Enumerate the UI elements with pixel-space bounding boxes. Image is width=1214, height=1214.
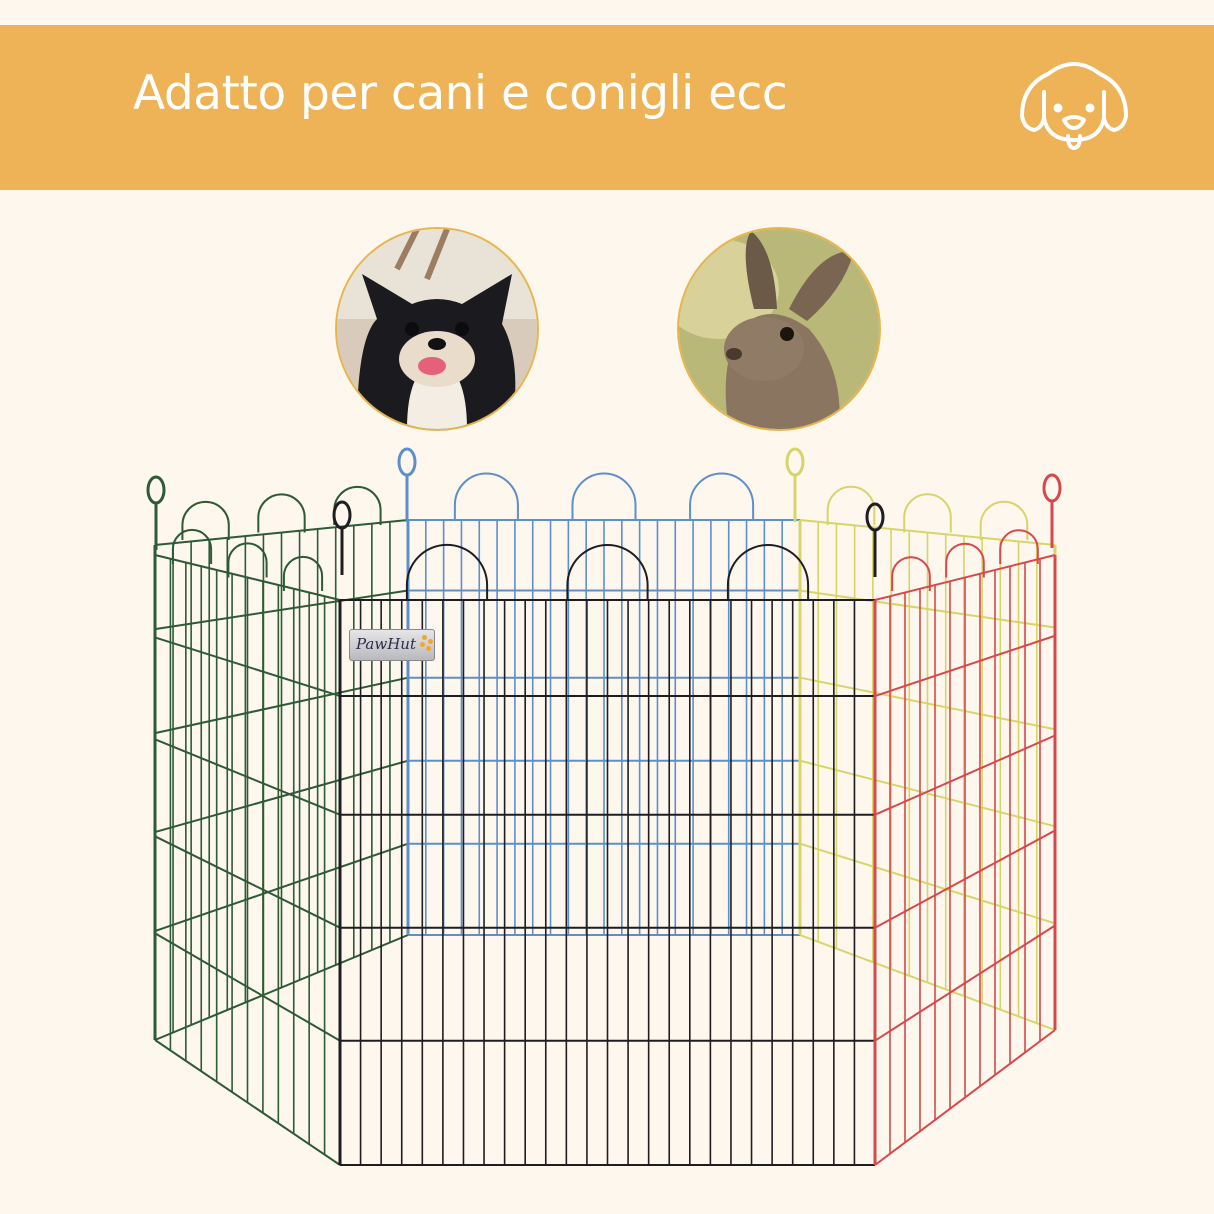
pen-post-loop — [332, 500, 352, 575]
pen-panel-front-left — [153, 528, 342, 1166]
dog-photo — [335, 227, 539, 431]
pen-post-loop — [865, 502, 885, 577]
chihuahua-photo — [337, 229, 537, 429]
pen-post-loop — [397, 447, 417, 522]
pen-panel-back — [406, 472, 802, 936]
dog-face-icon — [1020, 62, 1128, 150]
brand-plate: PawHut — [349, 629, 435, 661]
pen-post-loop — [785, 447, 805, 522]
pen-post-loop — [1042, 473, 1062, 548]
header-banner — [0, 25, 1214, 190]
banner-title: Adatto per cani e conigli ecc — [133, 66, 788, 121]
hare-photo — [679, 229, 879, 429]
pen-panel-back-right — [798, 485, 1057, 1031]
rabbit-photo — [677, 227, 881, 431]
pen-post-loop — [146, 475, 166, 550]
brand-logo: PawHut — [356, 635, 416, 653]
pen-panel-front-right — [873, 529, 1057, 1166]
pen-panel-back-left — [153, 485, 410, 1041]
